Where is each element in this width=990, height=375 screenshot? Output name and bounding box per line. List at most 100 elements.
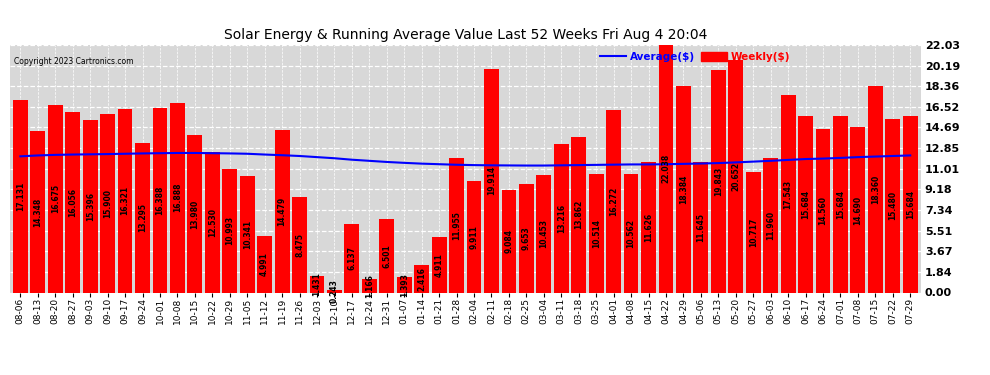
Text: 14.479: 14.479 <box>277 196 286 226</box>
Bar <box>729 60 743 292</box>
Text: 13.216: 13.216 <box>556 204 565 233</box>
Text: 18.360: 18.360 <box>871 175 880 204</box>
Text: 15.684: 15.684 <box>836 190 844 219</box>
Bar <box>48 105 62 292</box>
Text: 20.652: 20.652 <box>732 162 741 191</box>
Text: 14.348: 14.348 <box>34 197 43 226</box>
Bar <box>205 152 220 292</box>
Bar <box>432 237 446 292</box>
Text: 16.675: 16.675 <box>50 184 59 213</box>
Text: 10.717: 10.717 <box>748 217 757 247</box>
Bar <box>676 86 691 292</box>
Bar <box>850 128 865 292</box>
Text: 1.166: 1.166 <box>365 274 374 298</box>
Text: 1.393: 1.393 <box>400 273 409 297</box>
Text: 14.560: 14.560 <box>819 196 828 225</box>
Text: 10.514: 10.514 <box>592 219 601 248</box>
Bar <box>833 116 847 292</box>
Text: 18.384: 18.384 <box>679 174 688 204</box>
Text: 15.480: 15.480 <box>888 191 897 220</box>
Text: 0.243: 0.243 <box>330 279 339 303</box>
Bar <box>484 69 499 292</box>
Text: 11.645: 11.645 <box>696 213 705 242</box>
Text: 16.388: 16.388 <box>155 186 164 215</box>
Bar <box>745 172 760 292</box>
Bar <box>868 86 883 292</box>
Bar <box>624 174 639 292</box>
Text: 9.653: 9.653 <box>522 226 531 250</box>
Legend: Average($), Weekly($): Average($), Weekly($) <box>598 50 793 64</box>
Text: 16.888: 16.888 <box>173 183 182 212</box>
Bar <box>274 130 289 292</box>
Bar <box>502 190 517 292</box>
Text: 13.862: 13.862 <box>574 200 583 229</box>
Bar <box>345 224 359 292</box>
Bar <box>292 197 307 292</box>
Bar <box>65 112 80 292</box>
Text: 10.993: 10.993 <box>226 216 235 245</box>
Bar <box>537 175 551 292</box>
Bar <box>257 236 272 292</box>
Bar <box>449 158 464 292</box>
Text: 13.980: 13.980 <box>190 200 199 229</box>
Text: 11.955: 11.955 <box>452 211 461 240</box>
Text: 2.416: 2.416 <box>417 267 426 291</box>
Text: 4.991: 4.991 <box>260 252 269 276</box>
Bar <box>693 162 708 292</box>
Bar <box>798 116 813 292</box>
Bar <box>763 158 778 292</box>
Bar <box>903 116 918 292</box>
Bar <box>414 266 429 292</box>
Text: 8.475: 8.475 <box>295 233 304 257</box>
Bar <box>466 181 481 292</box>
Bar <box>170 103 185 292</box>
Bar <box>658 45 673 292</box>
Bar <box>31 131 46 292</box>
Text: 6.137: 6.137 <box>347 246 356 270</box>
Bar <box>571 137 586 292</box>
Bar <box>589 174 604 292</box>
Bar <box>553 144 568 292</box>
Bar <box>519 184 534 292</box>
Text: 17.543: 17.543 <box>784 179 793 209</box>
Text: 15.396: 15.396 <box>86 192 95 220</box>
Title: Solar Energy & Running Average Value Last 52 Weeks Fri Aug 4 20:04: Solar Energy & Running Average Value Las… <box>224 28 707 42</box>
Text: 10.341: 10.341 <box>243 220 251 249</box>
Bar <box>397 277 412 292</box>
Bar <box>187 135 202 292</box>
Text: 6.501: 6.501 <box>382 244 391 268</box>
Bar <box>642 162 656 292</box>
Text: 1.431: 1.431 <box>313 273 322 296</box>
Bar <box>327 290 342 292</box>
Text: 14.690: 14.690 <box>853 195 862 225</box>
Text: 13.295: 13.295 <box>138 203 147 232</box>
Text: 16.272: 16.272 <box>609 186 618 216</box>
Bar <box>13 100 28 292</box>
Bar <box>379 219 394 292</box>
Text: 19.914: 19.914 <box>487 166 496 195</box>
Bar <box>711 70 726 292</box>
Text: 12.530: 12.530 <box>208 208 217 237</box>
Bar <box>606 110 621 292</box>
Text: 17.131: 17.131 <box>16 182 25 211</box>
Bar <box>781 95 796 292</box>
Bar <box>362 279 377 292</box>
Text: 19.843: 19.843 <box>714 166 723 196</box>
Bar <box>83 120 98 292</box>
Bar <box>223 169 238 292</box>
Text: 16.321: 16.321 <box>121 186 130 215</box>
Bar <box>885 118 900 292</box>
Bar <box>310 276 325 292</box>
Bar <box>152 108 167 292</box>
Text: 9.084: 9.084 <box>505 230 514 254</box>
Bar <box>135 143 149 292</box>
Text: 15.684: 15.684 <box>801 190 810 219</box>
Text: 10.453: 10.453 <box>540 219 548 248</box>
Text: 15.900: 15.900 <box>103 189 112 218</box>
Text: Copyright 2023 Cartronics.com: Copyright 2023 Cartronics.com <box>15 57 134 66</box>
Text: 15.684: 15.684 <box>906 190 915 219</box>
Text: 10.562: 10.562 <box>627 219 636 248</box>
Text: 16.056: 16.056 <box>68 188 77 217</box>
Text: 9.911: 9.911 <box>469 225 478 249</box>
Bar <box>816 129 831 292</box>
